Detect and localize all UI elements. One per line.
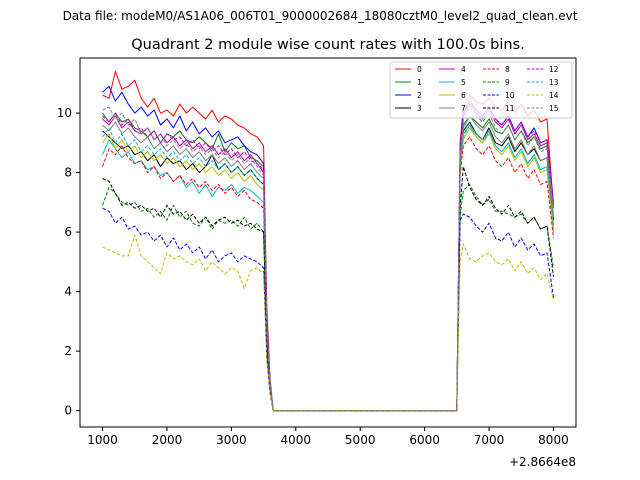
x-tick-label: 8000	[538, 433, 569, 447]
legend-label-15: 15	[549, 104, 559, 113]
y-tick-label: 8	[64, 166, 72, 180]
y-tick-label: 6	[64, 225, 72, 239]
y-tick-label: 4	[64, 285, 72, 299]
series-line-8	[102, 136, 554, 412]
legend-label-7: 7	[461, 104, 466, 113]
legend-label-11: 11	[505, 104, 515, 113]
x-tick-label: 3000	[216, 433, 247, 447]
x-tick-label: 2000	[152, 433, 183, 447]
series-line-15	[102, 106, 554, 412]
series-line-6	[102, 127, 554, 412]
legend-label-1: 1	[417, 78, 422, 87]
legend-label-14: 14	[549, 91, 559, 100]
series-line-4	[102, 103, 554, 412]
legend-label-6: 6	[461, 91, 466, 100]
plot-frame	[79, 57, 577, 428]
y-axis: 0 2 4 6 8 10	[57, 106, 80, 418]
x-tick-label: 6000	[409, 433, 440, 447]
y-tick-label: 10	[57, 106, 72, 120]
series-line-14	[102, 234, 554, 412]
series-line-10	[102, 207, 554, 412]
series-line-12	[102, 100, 554, 412]
legend-label-12: 12	[549, 65, 559, 74]
x-tick-label: 4000	[281, 433, 312, 447]
series-line-9	[102, 184, 554, 412]
y-tick-label: 0	[64, 404, 72, 418]
x-tick-label: 7000	[474, 433, 505, 447]
suptitle: Data file: modeM0/AS1A06_006T01_90000026…	[63, 9, 578, 23]
legend-label-10: 10	[505, 91, 515, 100]
legend-label-0: 0	[417, 65, 422, 74]
series-line-13	[102, 124, 554, 412]
series-line-11	[102, 166, 554, 412]
legend-label-9: 9	[505, 78, 510, 87]
series-line-0	[102, 70, 554, 412]
x-tick-label: 1000	[87, 433, 118, 447]
series-line-7	[102, 115, 554, 412]
series-lines	[102, 70, 554, 412]
chart-title: Quadrant 2 module wise count rates with …	[131, 37, 525, 53]
x-offset-label: +2.8664e8	[509, 455, 576, 469]
series-line-5	[102, 124, 554, 412]
y-tick-label: 2	[64, 344, 72, 358]
x-axis: 1000 2000 3000 4000 5000 6000 7000 8000	[87, 427, 569, 447]
series-line-1	[102, 112, 554, 412]
legend-box	[389, 61, 573, 119]
x-tick-label: 5000	[345, 433, 376, 447]
legend-label-8: 8	[505, 65, 510, 74]
legend-label-2: 2	[417, 91, 422, 100]
legend-label-4: 4	[461, 65, 466, 74]
legend-label-5: 5	[461, 78, 466, 87]
legend-label-13: 13	[549, 78, 559, 87]
legend-label-3: 3	[417, 104, 422, 113]
series-line-3	[102, 121, 554, 412]
